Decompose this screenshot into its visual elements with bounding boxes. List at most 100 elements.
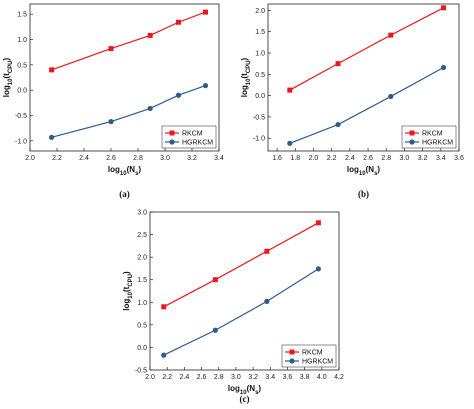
- x-tick-label: 4.2: [334, 374, 344, 381]
- data-point-hgrkcm: [202, 83, 209, 89]
- x-tick-label: 2.2: [162, 374, 172, 381]
- data-point-rkcm: [203, 9, 208, 15]
- y-tick-label: 1.0: [17, 37, 27, 44]
- y-tick-label: -0.5: [253, 114, 265, 121]
- chart-a: 2.0 2.2 2.4 2.6 2.8 3.0 3.2 3.4 -1.0 -0.5 0.0 0.5 1.…: [2, 3, 224, 199]
- x-tick-label: 2.2: [327, 155, 337, 162]
- y-tick-label: 2.5: [137, 232, 147, 239]
- y-tick-label: 0.5: [137, 322, 147, 329]
- data-point-rkcm: [335, 61, 341, 67]
- data-point-hgrkcm: [335, 121, 341, 128]
- x-tick-label: 2.8: [381, 155, 391, 162]
- x-tick-label: 2.6: [106, 155, 116, 162]
- legend: RKCM HGRKCM: [401, 125, 457, 149]
- data-point-rkcm: [287, 87, 293, 93]
- chart-b: 1.6 1.8 2.0 2.2 2.4 2.6 2.8 3.0 3.2 3.4 3.6 -1.0 -0.…: [240, 3, 464, 199]
- data-point-rkcm: [147, 32, 153, 38]
- y-tick-label: 0.0: [255, 93, 265, 100]
- panel-caption: (c): [240, 394, 250, 404]
- y-axis-label: log10(tCPU): [122, 271, 134, 311]
- series-line-hgrkcm: [289, 66, 444, 144]
- x-tick-label: 3.0: [400, 155, 410, 162]
- x-tick-label: 3.2: [187, 155, 197, 162]
- y-tick-label: 1.5: [137, 277, 147, 284]
- y-tick-label: 0.0: [17, 88, 27, 95]
- x-tick-label: 3.4: [436, 155, 446, 162]
- legend-label-rkcm: RKCM: [302, 350, 323, 357]
- data-point-hgrkcm: [440, 64, 447, 71]
- data-point-rkcm: [315, 220, 321, 226]
- y-axis-label: log10(tCPU): [2, 57, 14, 97]
- data-point-rkcm: [212, 277, 218, 283]
- data-point-hgrkcm: [388, 93, 394, 100]
- x-tick-label: 3.4: [214, 155, 224, 162]
- y-tick-label: 3.0: [137, 210, 147, 217]
- x-tick-label: 2.0: [309, 155, 319, 162]
- legend: RKCM HGRKCM: [161, 125, 217, 149]
- y-tick-label: -0.5: [135, 368, 147, 375]
- x-tick-label: 2.0: [25, 155, 35, 162]
- series-line-rkcm: [289, 7, 444, 91]
- data-point-rkcm: [388, 32, 394, 38]
- x-tick-label: 3.6: [454, 155, 464, 162]
- legend-marker-rkcm: [409, 130, 415, 136]
- y-tick-label: 1.5: [255, 29, 265, 36]
- y-tick-label: 0.5: [17, 62, 27, 69]
- x-tick-label: 2.4: [345, 155, 355, 162]
- legend-label-rkcm: RKCM: [182, 131, 203, 138]
- x-tick-label: 3.4: [265, 374, 275, 381]
- y-axis-label: log10(tCPU): [240, 57, 252, 97]
- x-axis-label: log10(Ns): [347, 165, 380, 177]
- legend-label-hgrkcm: HGRKCM: [422, 140, 453, 147]
- data-point-rkcm: [176, 19, 181, 25]
- data-point-hgrkcm: [108, 119, 114, 125]
- legend: RKCM HGRKCM: [281, 344, 337, 368]
- x-tick-label: 2.4: [179, 374, 189, 381]
- x-tick-label: 1.8: [290, 155, 300, 162]
- x-tick-label: 2.8: [214, 374, 224, 381]
- x-tick-label: 2.0: [145, 374, 155, 381]
- data-point-rkcm: [441, 5, 447, 11]
- x-tick-label: 2.8: [133, 155, 143, 162]
- series-line-rkcm: [163, 222, 319, 308]
- legend-marker-hgrkcm: [289, 358, 295, 364]
- x-tick-label: 2.2: [52, 155, 62, 162]
- y-tick-label: 2.0: [137, 255, 147, 262]
- data-point-hgrkcm: [287, 140, 293, 146]
- x-axis-label: log10(Ns): [228, 384, 261, 396]
- x-tick-label: 2.6: [363, 155, 373, 162]
- x-tick-label: 3.2: [418, 155, 428, 162]
- x-tick-label: 3.6: [283, 374, 293, 381]
- data-point-hgrkcm: [212, 327, 218, 333]
- data-point-hgrkcm: [147, 105, 153, 112]
- legend-label-rkcm: RKCM: [422, 131, 443, 138]
- y-tick-label: 2.0: [255, 8, 265, 15]
- data-point-rkcm: [108, 46, 114, 52]
- plot-frame: [149, 211, 340, 371]
- x-tick-label: 3.8: [300, 374, 310, 381]
- x-tick-label: 3.0: [231, 374, 241, 381]
- y-tick-label: -1.0: [253, 136, 265, 143]
- data-point-rkcm: [264, 248, 270, 254]
- y-tick-label: 1.0: [255, 51, 265, 58]
- y-tick-label: -0.5: [15, 113, 27, 120]
- legend-label-hgrkcm: HGRKCM: [302, 359, 333, 366]
- data-point-hgrkcm: [161, 352, 167, 358]
- x-tick-label: 2.4: [79, 155, 89, 162]
- y-tick-label: 1.0: [137, 300, 147, 307]
- data-point-rkcm: [49, 67, 55, 73]
- data-point-rkcm: [161, 304, 167, 310]
- panel-caption: (b): [358, 189, 369, 199]
- series-line-hgrkcm: [163, 268, 319, 356]
- y-tick-label: -1.0: [15, 138, 27, 145]
- x-tick-label: 3.0: [160, 155, 170, 162]
- x-tick-label: 4.0: [317, 374, 327, 381]
- data-point-hgrkcm: [264, 298, 270, 304]
- chart-c: 2.0 2.2 2.4 2.6 2.8 3.0 3.2 3.4 3.6 3.8 4.0 4.2 -0.5…: [122, 210, 344, 405]
- x-tick-label: 3.2: [248, 374, 258, 381]
- data-point-hgrkcm: [175, 92, 182, 98]
- data-point-hgrkcm: [49, 134, 55, 140]
- y-tick-label: 0.0: [137, 345, 147, 352]
- x-tick-label: 1.6: [272, 155, 282, 162]
